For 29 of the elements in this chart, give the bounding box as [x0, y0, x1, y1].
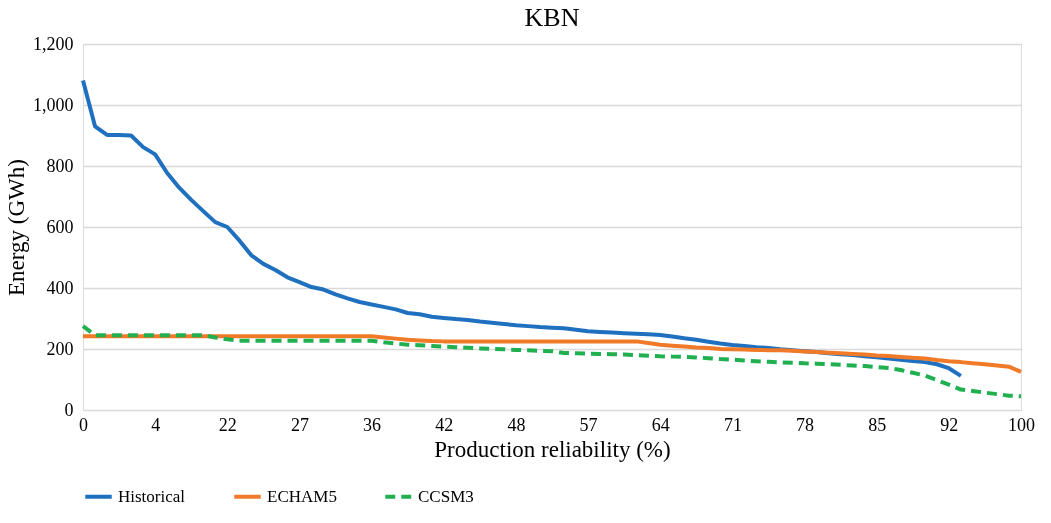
- x-tick-label: 92: [940, 414, 959, 435]
- y-tick-label: 1,000: [33, 94, 74, 115]
- x-tick-label: 78: [796, 414, 815, 435]
- line-series: [81, 334, 1023, 374]
- y-tick-label: 800: [46, 155, 74, 176]
- x-tick-label: 64: [651, 414, 670, 435]
- x-tick-label: 0: [79, 414, 88, 435]
- x-tick-label: 22: [218, 414, 237, 435]
- x-axis-title: Production reliability (%): [434, 436, 671, 462]
- x-tick-label: 100: [1008, 414, 1035, 435]
- x-tick-label: 27: [290, 414, 309, 435]
- y-tick-label: 1,200: [33, 33, 74, 54]
- x-tick-label: 36: [363, 414, 382, 435]
- y-tick-label: 400: [46, 277, 74, 298]
- x-tick-label: 57: [579, 414, 598, 435]
- x-tick-label: 4: [151, 414, 161, 435]
- x-tick-label: 42: [435, 414, 454, 435]
- line-series: [81, 324, 1023, 399]
- legend-label: Historical: [118, 486, 186, 506]
- chart-title: KBN: [524, 3, 580, 32]
- y-axis-title: Energy (GWh): [4, 159, 29, 296]
- legend-label: CCSM3: [418, 486, 474, 506]
- y-tick-label: 0: [64, 399, 74, 420]
- legend-label: ECHAM5: [267, 486, 337, 506]
- y-tick-label: 600: [46, 216, 74, 237]
- y-tick-label: 200: [46, 338, 74, 359]
- x-tick-label: 85: [868, 414, 887, 435]
- x-tick-label: 48: [507, 414, 526, 435]
- x-tick-label: 71: [723, 414, 742, 435]
